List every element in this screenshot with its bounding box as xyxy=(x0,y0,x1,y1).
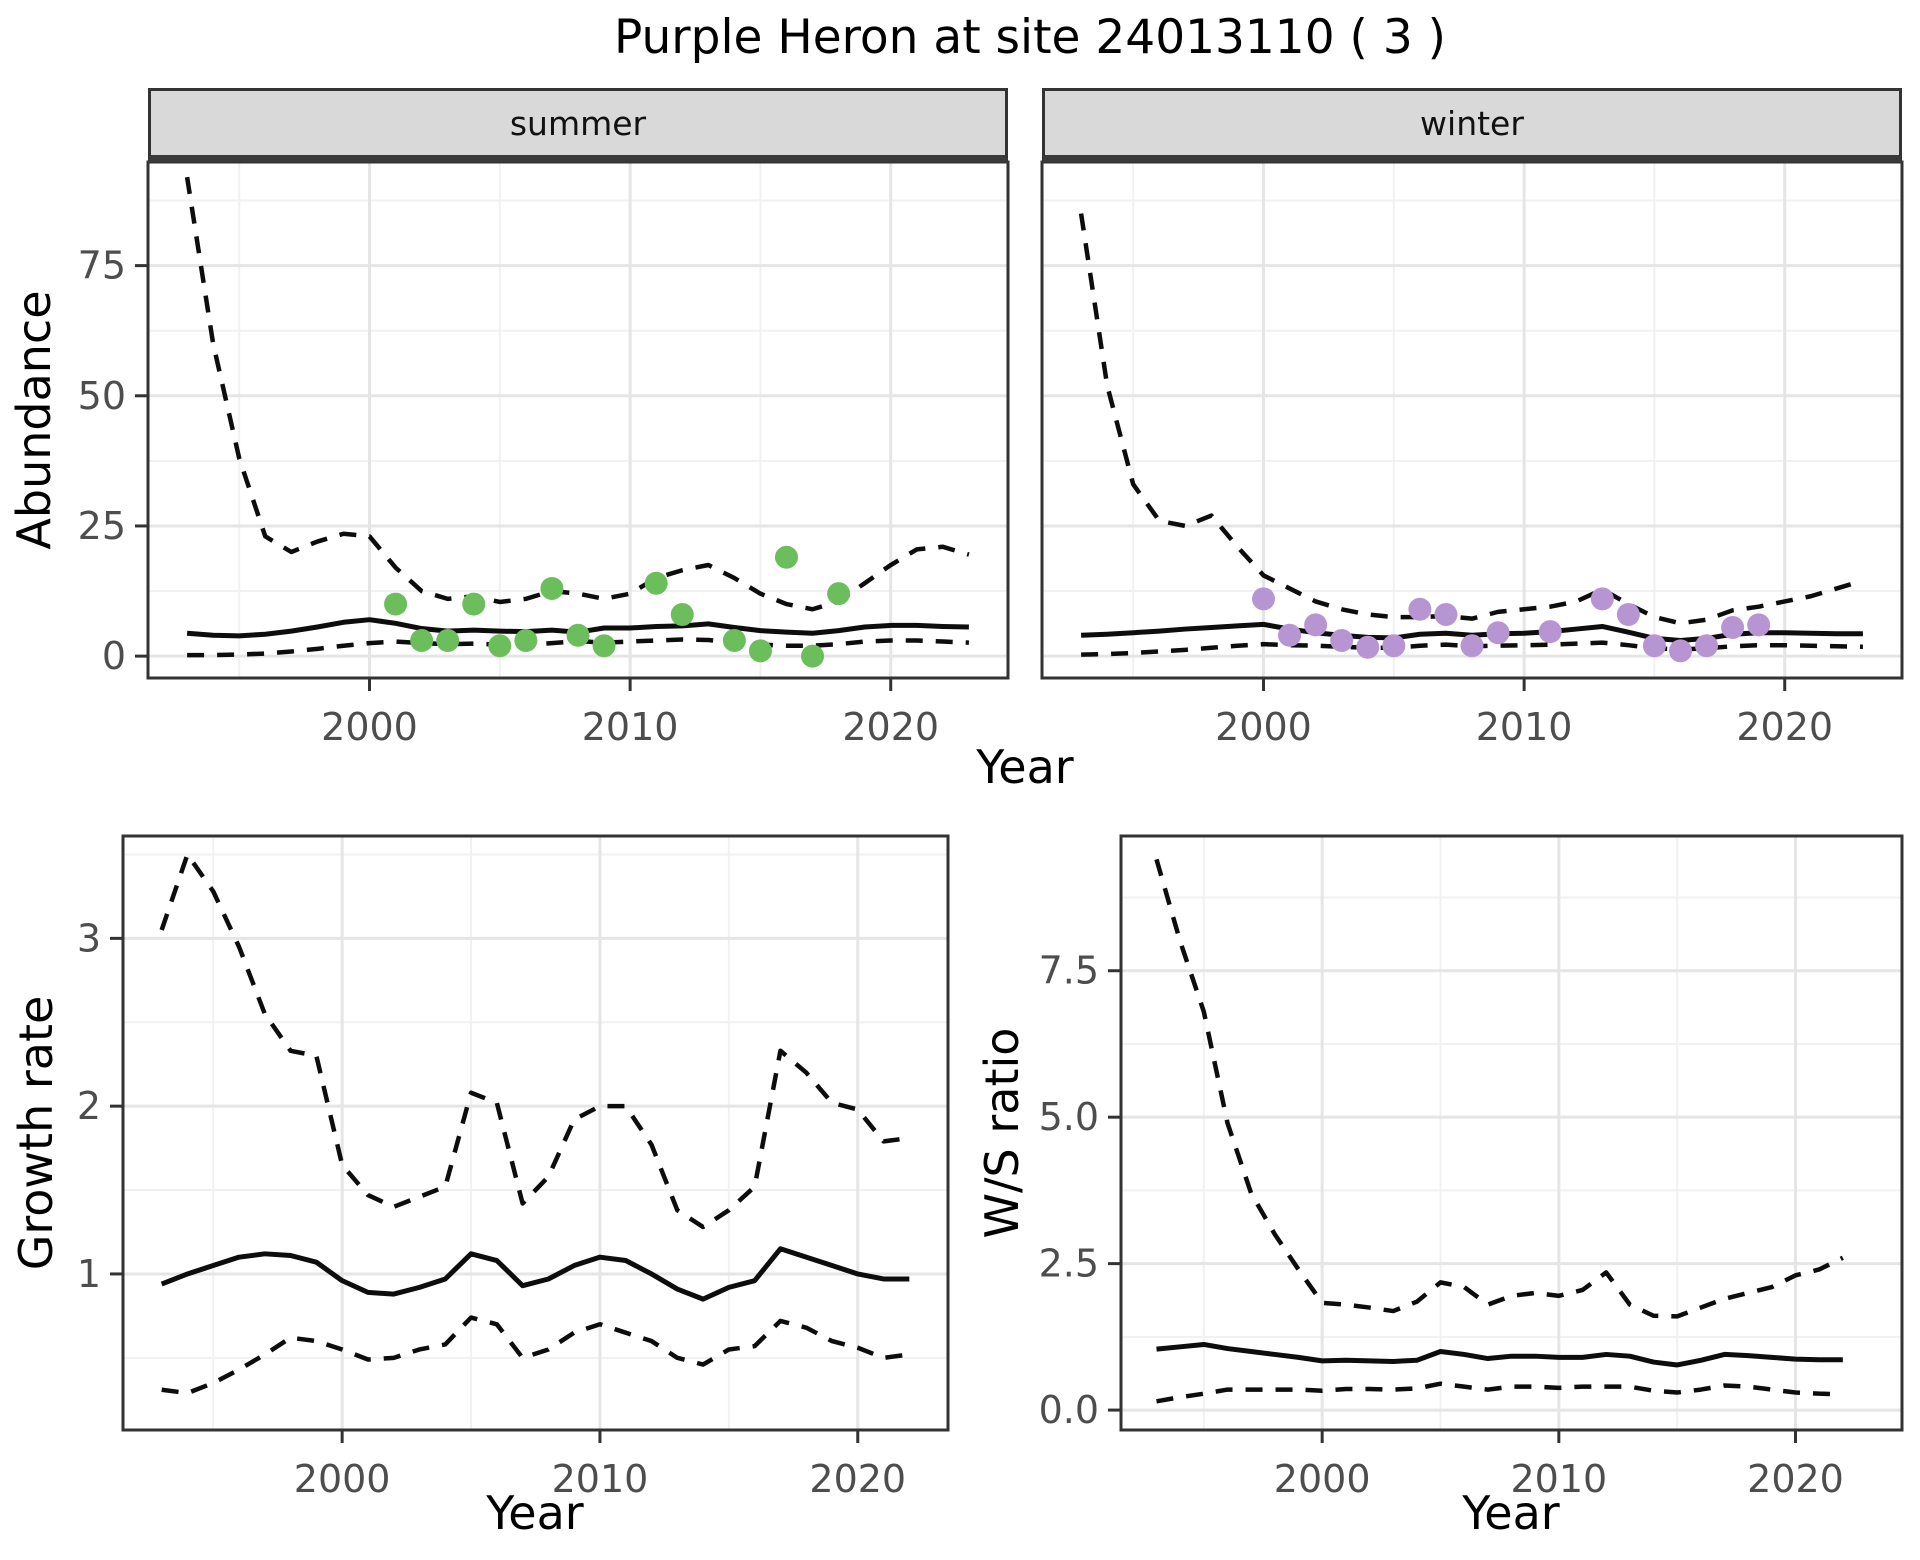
summer-panel-background xyxy=(148,162,1008,678)
x-axis-tick-label: 2010 xyxy=(582,705,679,749)
summer-observation-point xyxy=(384,592,408,616)
y-axis-tick-label: 0.0 xyxy=(1039,1388,1099,1432)
winter-observation-point xyxy=(1434,602,1458,626)
x-axis-tick-label: 2000 xyxy=(1274,1457,1371,1501)
x-axis-tick-label: 2000 xyxy=(294,1457,391,1501)
y-axis-tick-label: 2 xyxy=(77,1084,101,1128)
summer-observation-point xyxy=(592,634,616,658)
x-axis-tick-label: 2020 xyxy=(1747,1457,1844,1501)
x-axis-tick-label: 2020 xyxy=(1736,705,1833,749)
y-axis-tick-label: 50 xyxy=(78,374,126,418)
y-axis-tick-label: 7.5 xyxy=(1039,949,1099,993)
y-axis-tick-label: 1 xyxy=(77,1252,101,1296)
winter-panel-border xyxy=(1040,160,1904,680)
winter-observation-point xyxy=(1695,634,1719,658)
y-axis-tick-label: 0 xyxy=(102,634,126,678)
summer-observation-point xyxy=(748,639,772,663)
x-axis-tick-label: 2000 xyxy=(321,705,418,749)
facet-strip-winter: winter xyxy=(1042,88,1902,162)
growth-ci-lower-line xyxy=(161,1315,910,1396)
x-axis-tick-label: 2010 xyxy=(552,1457,649,1501)
summer-observation-point xyxy=(827,582,851,606)
growth-ci-upper-line xyxy=(159,852,910,1230)
winter-ci-upper-line xyxy=(1078,213,1864,626)
winter-observation-point xyxy=(1304,613,1328,637)
growth-mean-line xyxy=(160,1246,910,1302)
facet-strip-summer: summer xyxy=(148,88,1008,162)
ws-ci-upper-line xyxy=(1154,858,1844,1319)
winter-observation-point xyxy=(1460,634,1484,658)
ws-ratio-axis-title: W/S ratio xyxy=(975,1027,1029,1239)
top-year-axis-title: Year xyxy=(976,740,1074,794)
x-axis-tick-label: 2020 xyxy=(842,705,939,749)
summer-observation-point xyxy=(488,634,512,658)
ws-panel-border xyxy=(1119,834,1904,1432)
winter-observation-point xyxy=(1668,639,1692,663)
winter-observation-point xyxy=(1486,621,1510,645)
summer-observation-point xyxy=(514,629,538,653)
summer-observation-point xyxy=(644,571,668,595)
winter-observation-point xyxy=(1747,613,1771,637)
growth-panel-border xyxy=(121,834,950,1432)
winter-observation-point xyxy=(1278,623,1302,647)
summer-observation-point xyxy=(540,576,564,600)
winter-observation-point xyxy=(1252,587,1276,611)
summer-observation-point xyxy=(774,545,798,569)
winter-observation-point xyxy=(1356,635,1380,659)
y-axis-tick-label: 2.5 xyxy=(1039,1242,1099,1286)
ws-ci-lower-line xyxy=(1156,1381,1843,1404)
growth-rate-axis-title: Growth rate xyxy=(9,995,63,1271)
growth-panel-background xyxy=(123,836,948,1430)
x-axis-tick-label: 2000 xyxy=(1215,705,1312,749)
winter-observation-point xyxy=(1330,629,1354,653)
winter-observation-point xyxy=(1538,620,1562,644)
summer-observation-point xyxy=(462,592,486,616)
plot-title: Purple Heron at site 24013110 ( 3 ) xyxy=(613,10,1447,65)
summer-observation-point xyxy=(566,623,590,647)
x-axis-tick-label: 2010 xyxy=(1476,705,1573,749)
ws-panel-background xyxy=(1121,836,1902,1430)
ws-mean-line xyxy=(1156,1341,1843,1368)
x-axis-tick-label: 2010 xyxy=(1510,1457,1607,1501)
abundance-axis-title: Abundance xyxy=(7,290,61,550)
summer-observation-point xyxy=(722,629,746,653)
winter-panel-background xyxy=(1042,162,1902,678)
winter-observation-point xyxy=(1721,615,1745,639)
bottom-right-year-axis-title: Year xyxy=(1462,1486,1560,1540)
y-axis-tick-label: 25 xyxy=(78,504,126,548)
winter-observation-point xyxy=(1408,597,1432,621)
bottom-left-year-axis-title: Year xyxy=(486,1486,584,1540)
y-axis-tick-label: 5.0 xyxy=(1039,1095,1099,1139)
y-axis-tick-label: 3 xyxy=(77,916,101,960)
winter-observation-point xyxy=(1642,634,1666,658)
summer-panel-border xyxy=(146,160,1010,680)
facet-strip-winter-label: winter xyxy=(1420,103,1524,143)
facet-strip-summer-label: summer xyxy=(509,103,647,143)
winter-observation-point xyxy=(1616,602,1640,626)
y-axis-tick-label: 75 xyxy=(78,244,126,288)
winter-observation-point xyxy=(1382,634,1406,658)
winter-observation-point xyxy=(1590,587,1614,611)
summer-observation-point xyxy=(436,629,460,653)
x-axis-tick-label: 2020 xyxy=(809,1457,906,1501)
summer-observation-point xyxy=(410,629,434,653)
summer-observation-point xyxy=(670,602,694,626)
summer-observation-point xyxy=(801,644,825,668)
